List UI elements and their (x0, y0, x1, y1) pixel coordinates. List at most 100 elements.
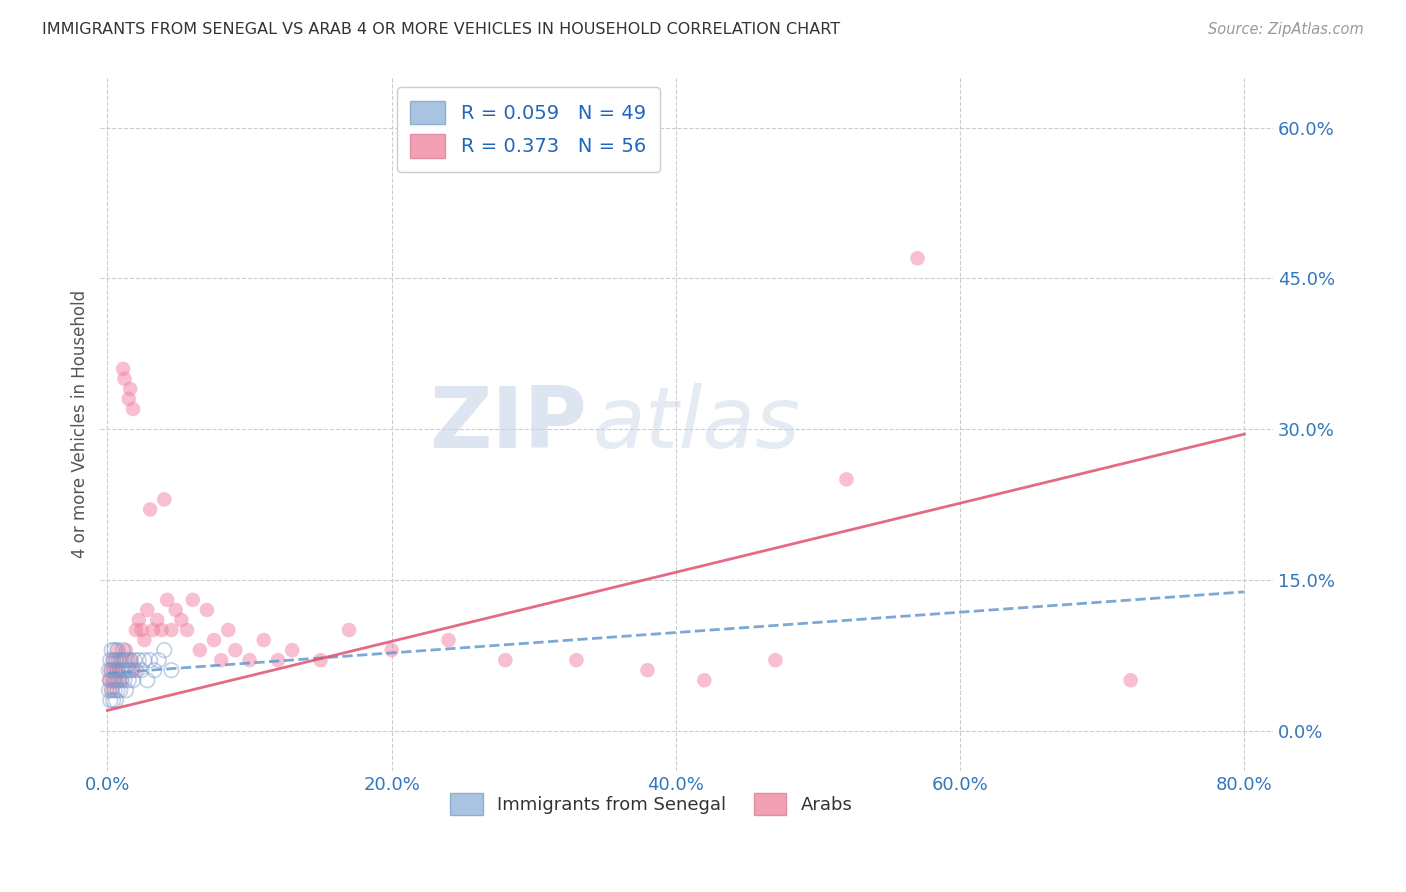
Point (118, 673, 141, 688)
Point (110, 653, 132, 667)
Point (165, 603, 187, 617)
Point (101, 673, 124, 688)
Point (110, 683, 132, 698)
Point (122, 402, 145, 417)
Point (170, 613, 193, 627)
Point (131, 623, 153, 637)
Point (143, 663, 166, 677)
Point (139, 502, 162, 516)
Point (115, 643, 138, 657)
Point (134, 633, 156, 648)
Point (494, 653, 516, 667)
Point (101, 653, 124, 667)
Point (97, 663, 120, 677)
Point (104, 673, 127, 688)
Legend: Immigrants from Senegal, Arabs: Immigrants from Senegal, Arabs (441, 784, 862, 824)
Point (337, 623, 360, 637)
Point (111, 673, 134, 688)
Point (111, 673, 134, 688)
Point (148, 653, 170, 667)
Point (150, 623, 173, 637)
Text: Source: ZipAtlas.com: Source: ZipAtlas.com (1208, 22, 1364, 37)
Point (97, 673, 120, 688)
Point (195, 603, 218, 617)
Point (118, 663, 141, 677)
Point (117, 653, 139, 667)
Point (114, 372, 136, 386)
Point (224, 643, 246, 657)
Point (381, 643, 404, 657)
Point (108, 673, 131, 688)
Point (104, 663, 127, 677)
Point (239, 653, 262, 667)
Point (907, 252, 929, 266)
Point (103, 643, 125, 657)
Point (101, 653, 124, 667)
Point (309, 653, 332, 667)
Point (281, 643, 304, 657)
Text: IMMIGRANTS FROM SENEGAL VS ARAB 4 OR MORE VEHICLES IN HOUSEHOLD CORRELATION CHAR: IMMIGRANTS FROM SENEGAL VS ARAB 4 OR MOR… (42, 22, 841, 37)
Point (115, 663, 138, 677)
Point (142, 623, 165, 637)
Point (437, 633, 460, 648)
Point (107, 663, 129, 677)
Point (103, 663, 125, 677)
Point (121, 653, 143, 667)
Point (97, 683, 120, 698)
Y-axis label: 4 or more Vehicles in Household: 4 or more Vehicles in Household (72, 290, 89, 558)
Point (107, 683, 129, 698)
Point (108, 653, 131, 667)
Point (637, 663, 659, 677)
Point (209, 653, 232, 667)
Point (115, 683, 138, 698)
Point (181, 593, 204, 607)
Point (98, 653, 121, 667)
Point (124, 653, 146, 667)
Point (98, 673, 121, 688)
Point (118, 392, 141, 406)
Point (835, 472, 858, 486)
Point (136, 603, 159, 617)
Point (176, 623, 198, 637)
Point (104, 693, 127, 707)
Point (111, 653, 134, 667)
Point (160, 663, 183, 677)
Text: ZIP: ZIP (429, 383, 586, 466)
Point (565, 653, 588, 667)
Point (107, 643, 129, 657)
Point (124, 663, 146, 677)
Point (125, 623, 148, 637)
Point (253, 633, 276, 648)
Point (128, 653, 150, 667)
Point (188, 643, 211, 657)
Point (128, 613, 150, 627)
Point (108, 663, 131, 677)
Point (139, 653, 162, 667)
Point (104, 653, 127, 667)
Point (100, 663, 122, 677)
Point (98, 693, 121, 707)
Point (112, 361, 135, 376)
Point (153, 643, 176, 657)
Point (112, 643, 135, 657)
Point (217, 623, 239, 637)
Point (202, 633, 225, 648)
Point (100, 683, 122, 698)
Point (160, 623, 183, 637)
Point (107, 643, 129, 657)
Point (134, 653, 156, 667)
Text: atlas: atlas (593, 383, 801, 466)
Point (110, 663, 132, 677)
Point (114, 673, 136, 688)
Point (156, 593, 179, 607)
Point (114, 653, 136, 667)
Point (131, 663, 153, 677)
Point (101, 693, 124, 707)
Point (103, 673, 125, 688)
Point (121, 663, 143, 677)
Point (763, 653, 786, 667)
Point (122, 673, 145, 688)
Point (153, 492, 176, 507)
Point (146, 613, 169, 627)
Point (693, 673, 716, 688)
